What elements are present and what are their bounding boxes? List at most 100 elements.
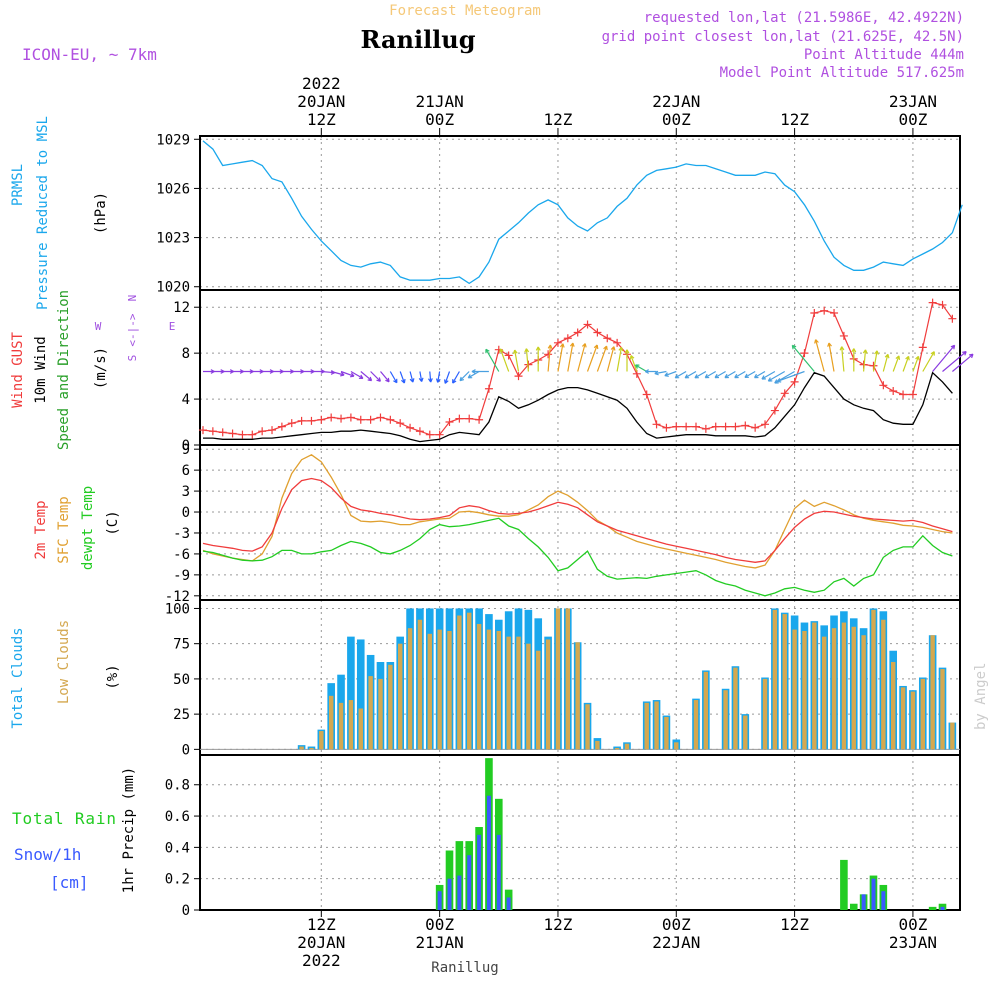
low-cloud-bar — [930, 635, 935, 750]
gust-marker — [317, 415, 326, 424]
snow-bar — [496, 834, 501, 910]
bottom-time-label: 21JAN — [416, 933, 464, 952]
wind-arrow — [577, 343, 587, 372]
wind-arrow — [902, 355, 910, 372]
low-cloud-bar — [516, 636, 521, 750]
top-time-label: 12Z — [544, 110, 573, 129]
wind-arrow — [791, 344, 815, 372]
wind-arrow — [872, 350, 879, 372]
wind-arrow — [644, 369, 657, 374]
wind-arrow — [724, 370, 736, 379]
snow-bar — [881, 891, 886, 910]
low-cloud-bar — [437, 629, 442, 750]
low-cloud-bar — [585, 704, 590, 750]
y-tick-label: -3 — [173, 526, 190, 542]
wind-arrow — [932, 344, 956, 372]
gust-marker — [258, 427, 267, 436]
low-cloud-bar — [664, 716, 669, 750]
wind-arrow — [272, 369, 284, 374]
model-label: ICON-EU, ~ 7km — [22, 45, 157, 64]
gust-line — [202, 301, 953, 436]
low-cloud-bar — [723, 690, 728, 750]
rain-bar — [849, 903, 858, 910]
snow-bar — [467, 855, 472, 910]
snow-bar — [477, 834, 482, 910]
gust-marker — [563, 334, 572, 343]
wind-arrow — [616, 346, 624, 372]
wind-arrow — [567, 342, 575, 372]
top-time-label: 22JAN — [652, 92, 700, 111]
wind-arrow — [714, 370, 726, 379]
low-cloud-bar — [792, 629, 797, 750]
grid-point-coords: grid point closest lon,lat (21.625E, 42.… — [602, 29, 964, 45]
gust-marker — [583, 320, 592, 329]
wind-arrow — [360, 371, 373, 382]
top-time-label: 2022 — [302, 74, 341, 93]
wind-arrow — [485, 348, 500, 372]
wind-arrow — [370, 371, 381, 382]
gust-marker — [830, 308, 839, 317]
low-cloud-bar — [407, 628, 413, 750]
gust-marker — [662, 423, 671, 432]
panel-3: 0 25 50 75 100 Total Clouds Low Clouds (%) — [10, 599, 961, 758]
wind-arrow — [232, 369, 244, 374]
low-cloud-bar — [526, 643, 531, 750]
wind-arrow — [499, 348, 510, 372]
y-tick-label: 0.4 — [165, 840, 190, 856]
wind-arrow — [814, 339, 825, 372]
top-time-label: 00Z — [662, 110, 691, 129]
gust-marker — [642, 390, 651, 399]
gust-marker — [908, 390, 917, 399]
gust-marker — [208, 427, 217, 436]
y-tick-label: 0 — [182, 505, 190, 521]
gust-marker — [337, 414, 346, 423]
gust-marker — [938, 300, 947, 309]
wind-arrow — [222, 369, 234, 374]
low-cloud-bar — [496, 631, 501, 750]
wind-arrow — [389, 371, 398, 384]
gust-marker — [741, 421, 750, 430]
bottom-time-label: 12Z — [544, 915, 573, 934]
wind-arrow — [827, 342, 835, 372]
ylabel-sfc-temp: SFC Temp — [56, 496, 72, 563]
legend-cm: [cm] — [50, 873, 89, 892]
top-time-label: 20JAN — [297, 92, 345, 111]
y-tick-label: 0.8 — [165, 778, 190, 794]
low-cloud-bar — [388, 664, 393, 750]
gust-marker — [297, 416, 306, 425]
chart-title: Forecast Meteogram — [389, 3, 541, 19]
gust-marker — [356, 415, 365, 424]
gust-marker — [228, 429, 237, 438]
low-cloud-bar — [743, 715, 748, 750]
gust-marker — [248, 430, 257, 439]
wind-arrow — [262, 369, 274, 374]
low-cloud-bar — [427, 633, 432, 750]
snow-bar — [871, 878, 876, 910]
panel-4: 0 0.2 0.4 0.6 0.8 Total Rain Snow/1h [cm] 1hr Pr… — [12, 754, 961, 919]
dewpt-line — [202, 517, 953, 597]
low-cloud-bar — [654, 701, 659, 750]
gust-marker — [435, 430, 444, 439]
low-cloud-bar — [398, 643, 403, 750]
gust-marker — [504, 351, 513, 360]
low-cloud-bar — [703, 671, 709, 750]
gust-marker — [238, 430, 247, 439]
top-time-label: 00Z — [425, 110, 454, 129]
gust-marker — [682, 422, 691, 431]
panels: 1020 1023 1026 1029 PRMSL Pressure Reduced to… — [10, 116, 974, 919]
low-cloud-bar — [762, 678, 768, 750]
gust-marker — [820, 306, 829, 315]
low-cloud-bar — [772, 609, 778, 750]
wind-arrow — [452, 371, 460, 384]
low-cloud-bar — [831, 628, 837, 750]
y-tick-label: 75 — [173, 637, 190, 653]
gust-marker — [761, 420, 770, 429]
low-cloud-bar — [319, 731, 324, 750]
gust-marker — [652, 420, 661, 429]
ylabel-gust: Wind GUST — [10, 332, 26, 408]
legend-snow: Snow/1h — [14, 845, 81, 864]
low-cloud-bar — [881, 619, 886, 750]
y-tick-label: 1029 — [156, 132, 190, 148]
